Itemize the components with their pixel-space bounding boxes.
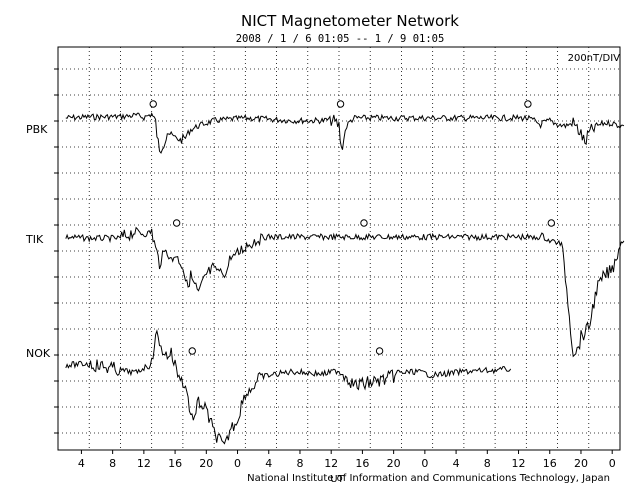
- station-label-tik: TIK: [26, 233, 44, 246]
- station-label-nok: NOK: [26, 347, 51, 360]
- local-noon-marker: [547, 219, 556, 227]
- x-tick-label: 0: [609, 457, 616, 470]
- x-tick-label: 20: [387, 457, 401, 470]
- local-noon-marker: [524, 100, 532, 108]
- x-tick-label: 12: [137, 457, 151, 470]
- local-noon-marker: [360, 219, 368, 227]
- x-tick-label: 12: [512, 457, 526, 470]
- local-noon-marker: [149, 100, 157, 108]
- x-tick-label: 8: [109, 457, 116, 470]
- trace-pbk: [65, 112, 625, 154]
- x-tick-label: 4: [453, 457, 460, 470]
- chart-title: NICT Magnetometer Network: [240, 12, 459, 30]
- x-tick-label: 16: [543, 457, 557, 470]
- chart-period: 2008 / 1 / 6 01:05 -- 1 / 9 01:05: [235, 33, 445, 45]
- credit-label: National Institute of Information and Co…: [247, 473, 610, 484]
- x-tick-label: 12: [324, 457, 338, 470]
- x-axis-label: UT: [330, 474, 344, 485]
- local-noon-marker: [172, 219, 181, 227]
- x-tick-label: 16: [355, 457, 369, 470]
- local-noon-marker: [375, 347, 384, 355]
- x-tick-label: 0: [234, 457, 241, 470]
- x-tick-label: 20: [199, 457, 213, 470]
- x-tick-label: 8: [296, 457, 303, 470]
- local-noon-marker: [188, 347, 196, 355]
- trace-tik: [65, 226, 625, 358]
- trace-nok: [65, 329, 512, 445]
- x-tick-label: 4: [265, 457, 272, 470]
- x-tick-label: 16: [168, 457, 182, 470]
- x-tick-label: 20: [574, 457, 588, 470]
- scale-label: 200nT/DIV: [567, 53, 620, 64]
- station-label-pbk: PBK: [26, 123, 48, 136]
- x-tick-label: 8: [484, 457, 491, 470]
- local-noon-marker: [336, 100, 345, 108]
- x-tick-label: 0: [421, 457, 428, 470]
- x-tick-label: 4: [78, 457, 85, 470]
